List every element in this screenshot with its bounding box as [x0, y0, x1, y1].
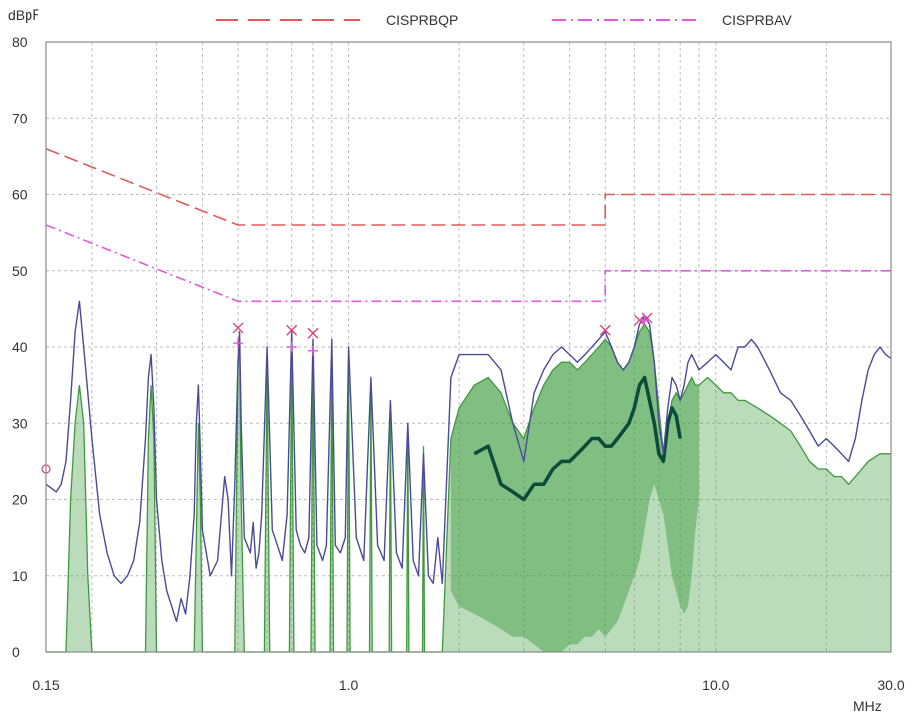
peak-trace-line: [45, 300, 892, 623]
peak-marker-x: [307, 327, 319, 339]
y-tick-label: 10: [12, 568, 28, 584]
x-tick-label: 0.15: [32, 677, 59, 693]
y-tick-label: 20: [12, 492, 28, 508]
x-tick-labels: 0.15 1.0 10.0 30.0: [32, 677, 904, 693]
y-tick-label: 0: [12, 644, 20, 660]
peak-marker-x: [599, 324, 611, 336]
avg-marker-plus: [307, 345, 318, 356]
plot-frame: [45, 41, 892, 653]
x-tick-label: 1.0: [339, 677, 359, 693]
y-tick-label: 60: [12, 187, 28, 203]
y-tick-label: 40: [12, 339, 28, 355]
avg-marker-plus: [639, 315, 650, 326]
legend: CISPRBQP CISPRBAV: [216, 12, 792, 28]
peak-marker-x: [634, 314, 646, 326]
x-axis-unit: MHz: [853, 698, 882, 714]
avg-trace-fill: [46, 324, 891, 652]
peak-marker-x: [286, 324, 298, 336]
peak-marker-x: [232, 322, 244, 334]
y-tick-label: 30: [12, 415, 28, 431]
avg-marker-plus: [286, 342, 297, 352]
avg-trace-band: [450, 324, 699, 652]
x-tick-label: 10.0: [702, 677, 729, 693]
plot-area: [41, 148, 892, 653]
y-tick-label: 80: [12, 34, 28, 50]
legend-label-qp: CISPRBQP: [386, 12, 458, 28]
avg-marker-plus: [233, 338, 244, 349]
peak-marker-x: [641, 312, 653, 324]
y-tick-label: 70: [12, 110, 28, 126]
y-tick-labels: 0 10 20 30 40 50 60 70 80: [12, 34, 28, 660]
x-tick-label: 30.0: [877, 677, 904, 693]
legend-label-av: CISPRBAV: [722, 12, 792, 28]
limit-line-qp: [45, 148, 891, 226]
y-tick-label: 50: [12, 263, 28, 279]
y-axis-unit: dB㎊: [8, 7, 39, 24]
avg-trace-dark: [473, 375, 682, 502]
